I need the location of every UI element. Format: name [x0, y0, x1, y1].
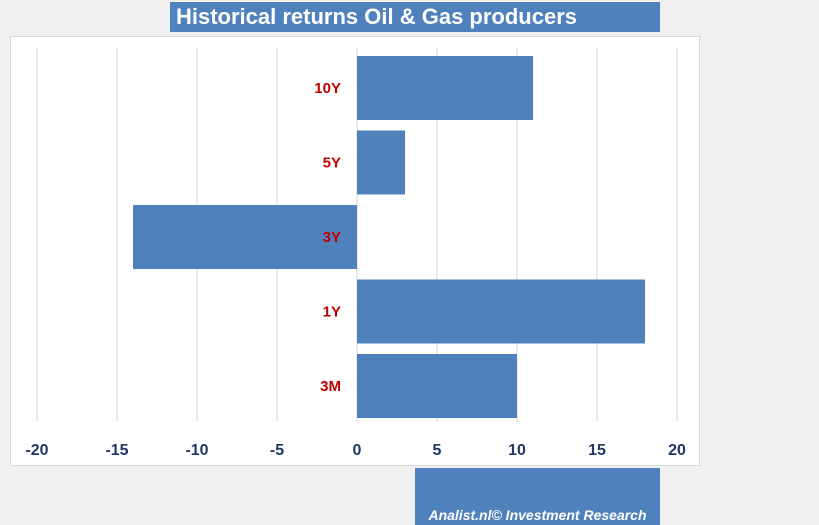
footer-banner: Analist.nl© Investment Research [415, 468, 660, 525]
x-tick-label-8: 20 [668, 442, 686, 459]
chart-title: Historical returns Oil & Gas producers [170, 2, 660, 32]
bar-5y [357, 130, 405, 195]
category-label-10y: 10Y [314, 80, 341, 97]
x-tick-label-0: -20 [25, 442, 48, 459]
category-label-3m: 3M [320, 378, 341, 395]
x-tick-label-4: 0 [353, 442, 362, 459]
x-tick-label-3: -5 [270, 442, 284, 459]
x-tick-label-2: -10 [185, 442, 208, 459]
category-label-3y: 3Y [323, 229, 341, 246]
x-tick-label-1: -15 [105, 442, 128, 459]
x-tick-label-7: 15 [588, 442, 606, 459]
bar-1y [357, 279, 645, 344]
x-tick-label-6: 10 [508, 442, 526, 459]
bar-3y [133, 205, 357, 269]
bar-10y [357, 56, 533, 120]
category-label-5y: 5Y [323, 155, 341, 172]
footer-credit: Analist.nl© Investment Research [428, 507, 647, 523]
category-label-1y: 1Y [323, 304, 341, 321]
bar-3m [357, 354, 517, 418]
x-tick-label-5: 5 [433, 442, 442, 459]
